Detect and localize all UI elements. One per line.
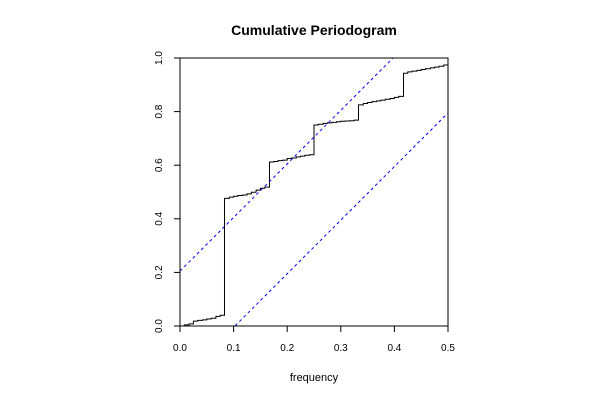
y-tick-label: 0.2 — [154, 265, 165, 279]
x-tick-label: 0.1 — [227, 343, 241, 354]
y-axis: 0.0 0.2 0.4 0.6 0.8 1.0 — [154, 51, 181, 333]
x-tick-label: 0.3 — [334, 343, 348, 354]
periodogram-step-line — [180, 58, 448, 326]
x-tick-label: 0.2 — [280, 343, 294, 354]
x-tick-label: 0.0 — [173, 343, 187, 354]
plot-frame — [179, 57, 449, 327]
x-axis-label: frequency — [290, 372, 339, 384]
x-axis: 0.0 0.1 0.2 0.3 0.4 0.5 — [173, 325, 455, 354]
y-tick-label: 0.4 — [154, 211, 165, 225]
y-tick-label: 0.6 — [154, 158, 165, 172]
chart-title: Cumulative Periodogram — [231, 22, 397, 38]
y-tick-label: 0.8 — [154, 104, 165, 118]
x-tick-label: 0.4 — [387, 343, 401, 354]
y-tick-label: 1.0 — [154, 51, 165, 65]
x-tick-label: 0.5 — [441, 343, 455, 354]
y-tick-label: 0.0 — [154, 319, 165, 333]
series-layer — [180, 58, 448, 326]
